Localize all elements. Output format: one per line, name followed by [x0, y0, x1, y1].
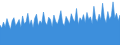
chart — [0, 0, 120, 45]
plot-area — [0, 2, 120, 45]
area — [0, 2, 120, 45]
